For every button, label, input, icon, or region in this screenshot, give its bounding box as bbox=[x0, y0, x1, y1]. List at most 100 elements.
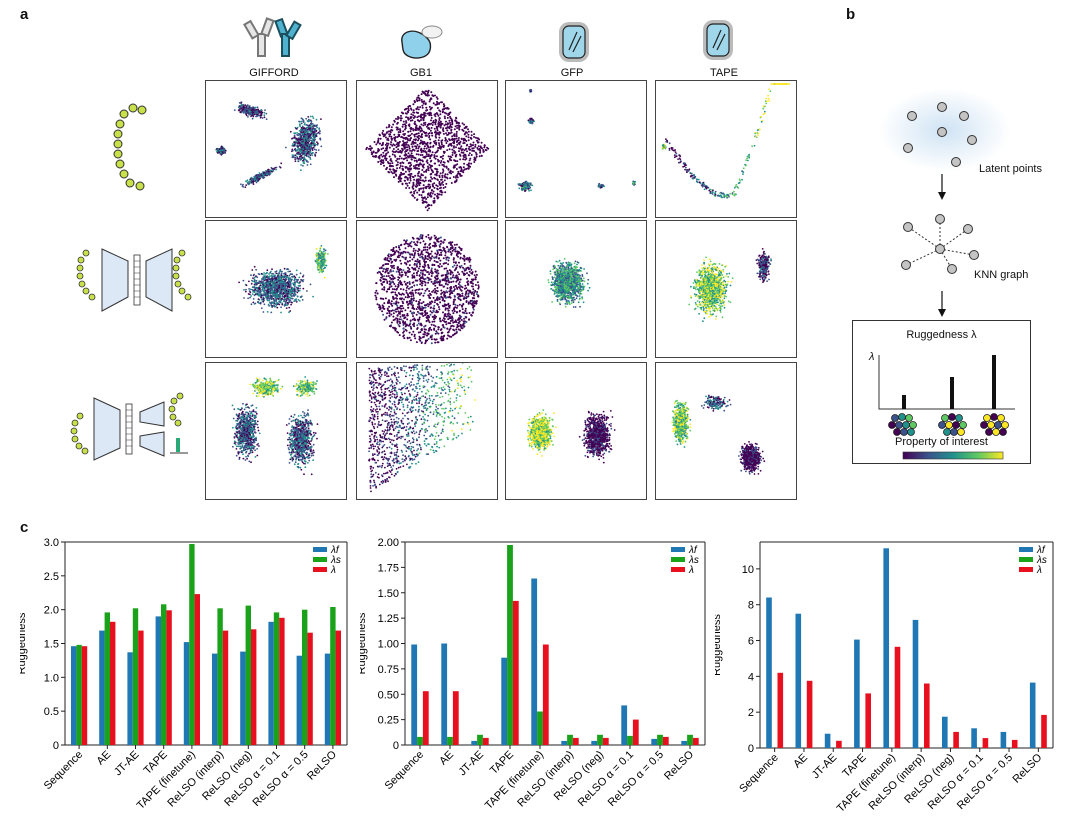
legend-label: λs bbox=[330, 555, 341, 566]
y-axis-label: Ruggedness bbox=[360, 612, 368, 674]
ruggedness-bar-mid bbox=[950, 377, 954, 409]
y-tick-label: 10 bbox=[742, 564, 754, 576]
scatter-gifford-sequence bbox=[205, 80, 347, 218]
legend-swatch bbox=[313, 557, 327, 562]
y-tick-label: 0 bbox=[53, 740, 59, 752]
x-tick-label: ReLSO bbox=[305, 748, 339, 782]
legend-label: λ bbox=[688, 565, 694, 576]
property-of-interest-label: Property of interest bbox=[895, 436, 988, 448]
bar-lambda-s bbox=[132, 608, 139, 745]
bar-lambda-s bbox=[567, 734, 573, 745]
bar-lambda-f bbox=[942, 716, 948, 748]
x-tick-label: JT-AE bbox=[456, 749, 486, 779]
bar-lambda-s bbox=[507, 545, 513, 745]
bar-lambda bbox=[542, 644, 549, 745]
legend-label: λs bbox=[1036, 555, 1047, 566]
y-tick-label: 1.00 bbox=[378, 639, 399, 651]
x-tick-label: ReLSO α = 0.5 bbox=[606, 749, 666, 809]
bar-lambda bbox=[982, 738, 989, 748]
ruggedness-bar-high bbox=[992, 355, 996, 409]
bar-lambda-f bbox=[240, 651, 246, 745]
bar-lambda-f bbox=[651, 738, 658, 745]
y-tick-label: 0.5 bbox=[44, 706, 59, 718]
bar-lambda-f bbox=[127, 652, 133, 745]
legend-swatch bbox=[313, 567, 327, 572]
bar-lambda bbox=[512, 600, 519, 745]
bar-lambda-f bbox=[591, 740, 598, 745]
bar-lambda-f bbox=[99, 630, 105, 745]
bar-lambda bbox=[894, 646, 901, 748]
bar-lambda-s bbox=[447, 736, 453, 745]
legend-swatch bbox=[1019, 557, 1033, 562]
bar-lambda-s bbox=[76, 644, 82, 745]
scatter-gfp-relso bbox=[505, 362, 647, 500]
y-tick-label: 1.25 bbox=[378, 613, 399, 625]
bar-lambda-s bbox=[687, 734, 693, 745]
knn-graph-label: KNN graph bbox=[974, 269, 1029, 281]
bar-lambda-s bbox=[597, 734, 603, 745]
ruggedness-title: Ruggedness λ bbox=[906, 329, 977, 341]
y-tick-label: 2.0 bbox=[44, 605, 59, 617]
bar-lambda-f bbox=[824, 733, 831, 748]
bar-lambda-f bbox=[501, 657, 508, 745]
bar-lambda-s bbox=[104, 612, 110, 745]
bar-lambda bbox=[1041, 714, 1047, 748]
y-tick-label: 2.5 bbox=[44, 571, 59, 583]
x-tick-label: AE bbox=[95, 749, 114, 768]
y-tick-label: 1.50 bbox=[378, 588, 399, 600]
y-tick-label: 1.0 bbox=[44, 672, 59, 684]
bar-lambda-f bbox=[268, 621, 274, 745]
bar-lambda bbox=[166, 610, 172, 745]
bar-lambda bbox=[662, 736, 669, 745]
bar-lambda bbox=[777, 672, 784, 748]
bar-lambda bbox=[1011, 739, 1018, 748]
column-label-gfp: GFP bbox=[560, 67, 584, 79]
bar-lambda-f bbox=[681, 740, 688, 745]
bar-lambda-s bbox=[537, 711, 543, 745]
y-tick-label: 0 bbox=[393, 740, 399, 752]
bar-lambda-f bbox=[324, 653, 331, 745]
bar-lambda-f bbox=[912, 619, 919, 748]
ruggedness-illustration bbox=[878, 355, 1015, 460]
y-tick-label: 0.50 bbox=[378, 689, 399, 701]
bar-lambda-f bbox=[471, 740, 478, 745]
y-tick-label: 1.75 bbox=[378, 562, 399, 574]
bar-lambda bbox=[602, 737, 609, 745]
bar-lambda bbox=[279, 617, 285, 745]
bar-lambda-f bbox=[971, 728, 977, 748]
column-label-tape: TAPE bbox=[710, 67, 738, 79]
legend-swatch bbox=[671, 557, 685, 562]
y-axis-label: Ruggedness bbox=[20, 612, 28, 674]
antibody-icon bbox=[243, 17, 302, 57]
x-tick-label: Sequence bbox=[42, 749, 86, 793]
bar-lambda-s bbox=[417, 736, 423, 745]
bar-lambda-s bbox=[477, 734, 483, 745]
y-tick-label: 3.0 bbox=[44, 537, 59, 549]
legend-label: λf bbox=[688, 545, 698, 556]
bar-lambda-s bbox=[161, 604, 167, 745]
x-tick-label: TAPE bbox=[488, 749, 516, 777]
scatter-tape-sequence bbox=[655, 80, 797, 218]
x-tick-label: JT-AE bbox=[810, 752, 840, 782]
bar-lambda bbox=[865, 693, 871, 748]
scatter-gifford-autoencoder bbox=[205, 220, 347, 358]
bar-lambda-f bbox=[212, 653, 218, 745]
autoencoder-icon bbox=[76, 248, 192, 312]
column-label-gb1: GB1 bbox=[409, 67, 432, 79]
bar-lambda bbox=[924, 683, 930, 748]
legend-swatch bbox=[671, 547, 685, 552]
bar-lambda-f bbox=[155, 616, 161, 745]
bar-lambda bbox=[836, 740, 842, 748]
lambda-axis-label: λ bbox=[869, 351, 875, 363]
scatter-gb1-autoencoder bbox=[356, 220, 498, 358]
bar-lambda-f bbox=[854, 639, 860, 748]
relso-model-icon bbox=[70, 392, 188, 461]
arrow-down-icon bbox=[938, 291, 946, 317]
bar-lambda-f bbox=[883, 548, 889, 748]
x-tick-label: JT-AE bbox=[112, 749, 142, 779]
viridis-colorbar bbox=[902, 451, 1004, 460]
panel-label-a: a bbox=[20, 6, 29, 23]
latent-points-cloud bbox=[879, 88, 1011, 172]
y-tick-label: 2.00 bbox=[378, 537, 399, 549]
sequence-chain-icon bbox=[113, 103, 147, 191]
